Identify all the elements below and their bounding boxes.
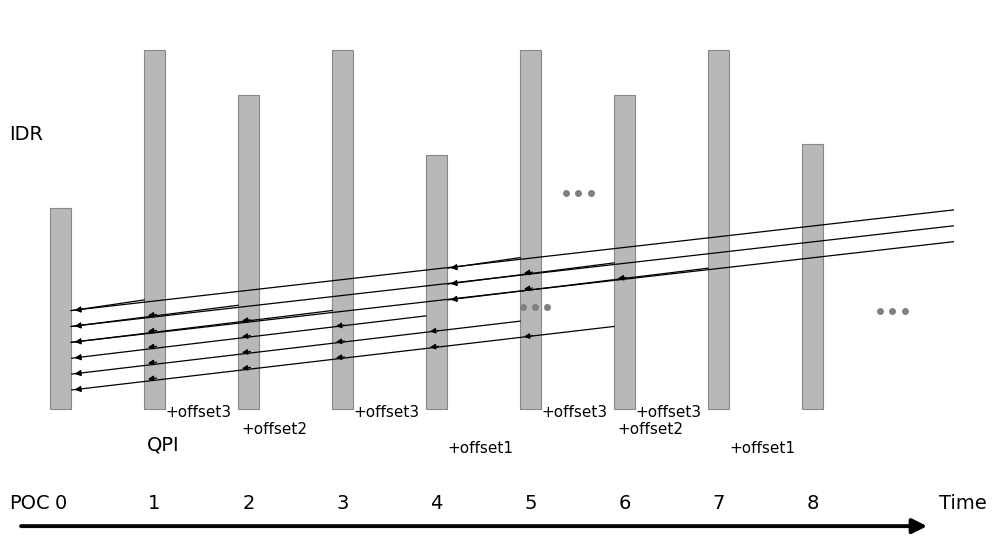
Text: +offset3: +offset3	[166, 405, 232, 420]
Text: +offset2: +offset2	[241, 422, 307, 437]
Text: IDR: IDR	[9, 125, 43, 144]
Bar	[332, 50, 353, 409]
Text: 1: 1	[148, 494, 161, 513]
Text: 2: 2	[242, 494, 255, 513]
Text: Time: Time	[939, 494, 987, 513]
Text: 5: 5	[524, 494, 537, 513]
Text: 0: 0	[54, 494, 67, 513]
Text: +offset1: +offset1	[448, 441, 514, 456]
Bar	[238, 95, 259, 409]
Text: QPI: QPI	[147, 435, 180, 455]
Text: POC: POC	[9, 494, 49, 513]
Text: +offset2: +offset2	[617, 422, 683, 437]
Bar	[144, 50, 165, 409]
Text: 8: 8	[806, 494, 819, 513]
Text: 3: 3	[336, 494, 349, 513]
Text: 6: 6	[618, 494, 631, 513]
Bar	[426, 155, 447, 409]
Text: 7: 7	[712, 494, 725, 513]
Text: +offset3: +offset3	[636, 405, 702, 420]
Bar	[520, 50, 541, 409]
Bar	[614, 95, 635, 409]
Text: +offset1: +offset1	[730, 441, 796, 456]
Text: 4: 4	[430, 494, 443, 513]
Bar	[50, 208, 71, 409]
Bar	[802, 144, 823, 409]
Bar	[708, 50, 729, 409]
Text: +offset3: +offset3	[354, 405, 420, 420]
Text: +offset3: +offset3	[542, 405, 608, 420]
